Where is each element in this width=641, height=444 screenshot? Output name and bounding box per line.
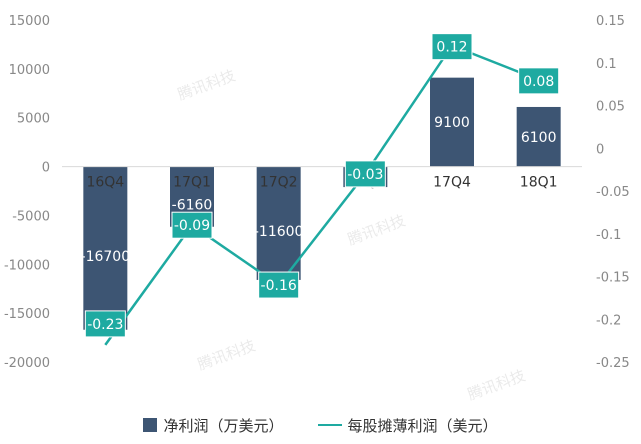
category-label: 16Q4 [86,175,124,191]
right-axis-tick-label: 0.05 [596,100,625,115]
legend-item-net-profit[interactable]: 净利润（万美元） [143,415,284,436]
watermark-text: 腾讯科技 [465,366,528,403]
legend-item-eps[interactable]: 每股摊薄利润（美元） [317,415,498,436]
left-axis-tick-label: -10000 [4,258,50,273]
left-axis-tick-label: -15000 [4,307,50,322]
bar [256,166,301,280]
left-axis-tick-label: 0 [42,161,50,176]
right-axis-tick-label: -0.25 [596,356,630,371]
eps-value-label: -0.03 [347,167,383,183]
legend-label-net-profit: 净利润（万美元） [163,416,284,435]
category-label: 17Q1 [173,175,211,191]
right-axis-tick-label: 0 [596,142,604,157]
category-label: 18Q1 [520,175,558,191]
eps-value-label: 0.12 [436,40,467,56]
eps-label-box [84,310,126,338]
eps-label-box [258,271,300,299]
right-axis-tick-label: 0.1 [596,57,617,72]
watermark-text: 腾讯科技 [195,336,258,373]
watermark-text: 腾讯科技 [175,66,238,103]
eps-label-box [171,211,213,239]
bar [83,166,128,330]
bar-value-label: 9100 [434,115,470,131]
bar [516,106,561,167]
left-axis-tick-label: -20000 [4,356,50,371]
eps-value-label: -0.09 [174,218,210,234]
right-axis-tick-label: -0.05 [596,185,630,200]
eps-value-label: -0.16 [261,278,297,294]
bar-value-label: -11600 [254,224,304,240]
right-axis-tick-label: -0.2 [596,313,621,328]
bar-value-label: 6100 [521,130,557,146]
eps-label-box [344,160,386,188]
legend-label-eps: 每股摊薄利润（美元） [347,416,498,435]
left-axis-tick-label: 5000 [17,112,50,127]
chart-legend: 净利润（万美元） 每股摊薄利润（美元） [0,414,641,436]
bar [430,77,474,167]
bar-value-label: -6160 [172,198,213,214]
category-label: 17Q4 [433,175,471,191]
right-axis-tick-label: -0.1 [596,228,621,243]
left-axis-tick-label: 15000 [9,14,50,29]
watermark-text: 腾讯科技 [345,211,408,248]
eps-label-box [431,33,473,61]
eps-label-box [518,67,560,95]
legend-swatch-bar [143,418,158,432]
left-axis-tick-label: -5000 [12,209,50,224]
right-axis-tick-label: 0.15 [596,14,625,29]
category-label: 17Q2 [260,175,298,191]
eps-value-label: 0.08 [523,74,554,90]
bar-value-label: -16700 [81,249,131,265]
eps-value-label: -0.23 [87,317,123,333]
left-axis-tick-label: 10000 [9,63,50,78]
legend-swatch-line [317,424,342,426]
right-axis-tick-label: -0.15 [596,271,630,286]
